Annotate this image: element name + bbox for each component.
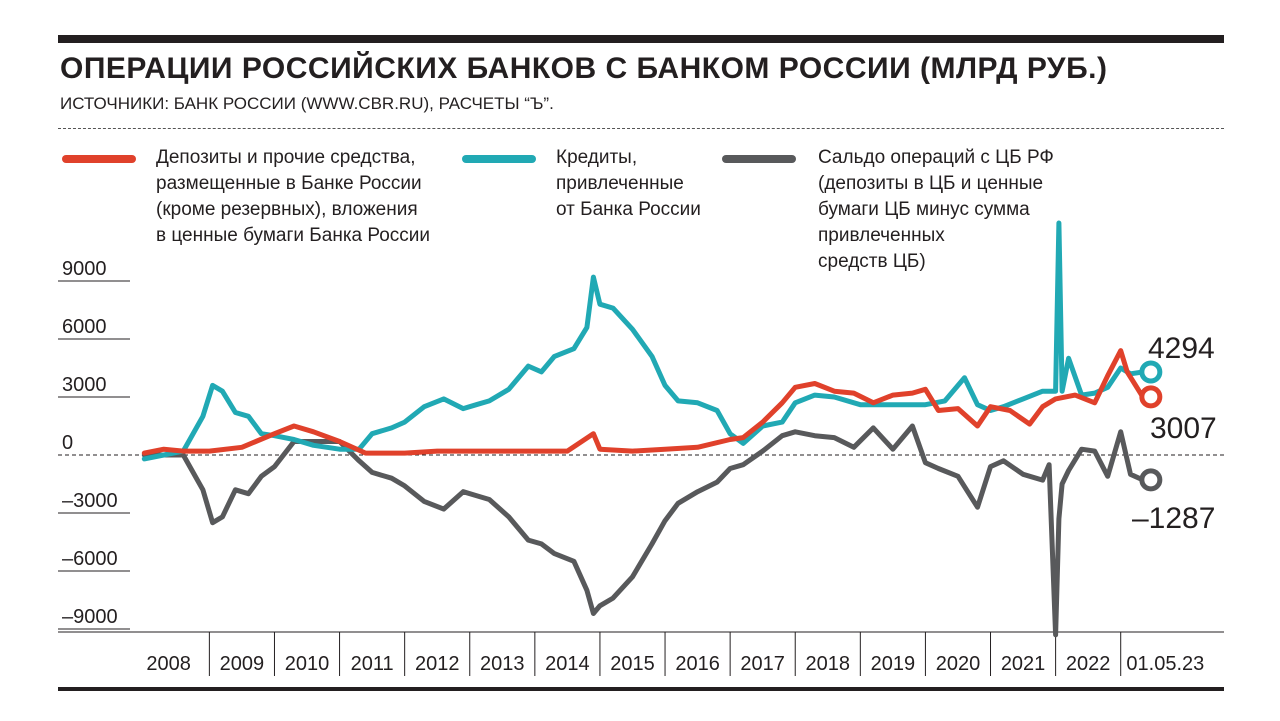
deposits-end-label: 3007 <box>1150 412 1217 445</box>
x-tick-label: 2011 <box>351 653 394 675</box>
y-tick-label: –3000 <box>62 490 118 512</box>
x-tick-label: 2013 <box>480 653 525 675</box>
deposits-line <box>141 348 1146 456</box>
y-tick-label: 9000 <box>62 258 107 280</box>
balance-line <box>141 423 1146 638</box>
x-tick-label: 2022 <box>1066 653 1111 675</box>
chart-title: ОПЕРАЦИИ РОССИЙСКИХ БАНКОВ С БАНКОМ РОСС… <box>60 52 1108 85</box>
bottom-rule <box>58 687 1224 691</box>
y-tick-label: 0 <box>62 432 73 454</box>
y-tick-label: –6000 <box>62 548 118 570</box>
x-tick-label: 2019 <box>871 653 916 675</box>
legend-swatch-credits <box>462 155 536 163</box>
legend-label-deposits: Депозиты и прочие средства, размещенные … <box>156 147 431 246</box>
chart-source: ИСТОЧНИКИ: БАНК РОССИИ (WWW.CBR.RU), РАС… <box>60 94 554 113</box>
y-tick-label: 6000 <box>62 316 107 338</box>
x-tick-label: 2010 <box>285 653 330 675</box>
x-tick-label: 2008 <box>146 653 191 675</box>
x-tick-label: 01.05.23 <box>1126 653 1204 675</box>
legend-label-credits: Кредиты, привлеченные от Банка России <box>556 147 701 220</box>
x-tick-label: 2020 <box>936 653 981 675</box>
x-tick-label: 2014 <box>545 653 590 675</box>
top-rule <box>58 35 1224 43</box>
balance-end-marker <box>1139 468 1163 492</box>
x-tick-label: 2018 <box>806 653 851 675</box>
x-tick-label: 2021 <box>1001 653 1046 675</box>
x-tick-label: 2009 <box>220 653 265 675</box>
y-tick-label: –9000 <box>62 606 118 628</box>
legend-swatch-balance <box>722 155 796 163</box>
y-tick-label: 3000 <box>62 374 107 396</box>
credits-end-marker <box>1139 360 1163 384</box>
credits-end-label: 4294 <box>1148 332 1215 365</box>
deposits-end-marker <box>1139 385 1163 409</box>
balance-end-label: –1287 <box>1132 502 1215 535</box>
legend-label-balance: Сальдо операций с ЦБ РФ (депозиты в ЦБ и… <box>818 147 1054 272</box>
x-tick-label: 2015 <box>610 653 655 675</box>
x-tick-label: 2017 <box>740 653 785 675</box>
credits-line <box>141 220 1146 462</box>
header-divider <box>58 128 1224 129</box>
x-tick-label: 2016 <box>675 653 720 675</box>
x-tick-label: 2012 <box>415 653 460 675</box>
legend-swatch-deposits <box>62 155 136 163</box>
